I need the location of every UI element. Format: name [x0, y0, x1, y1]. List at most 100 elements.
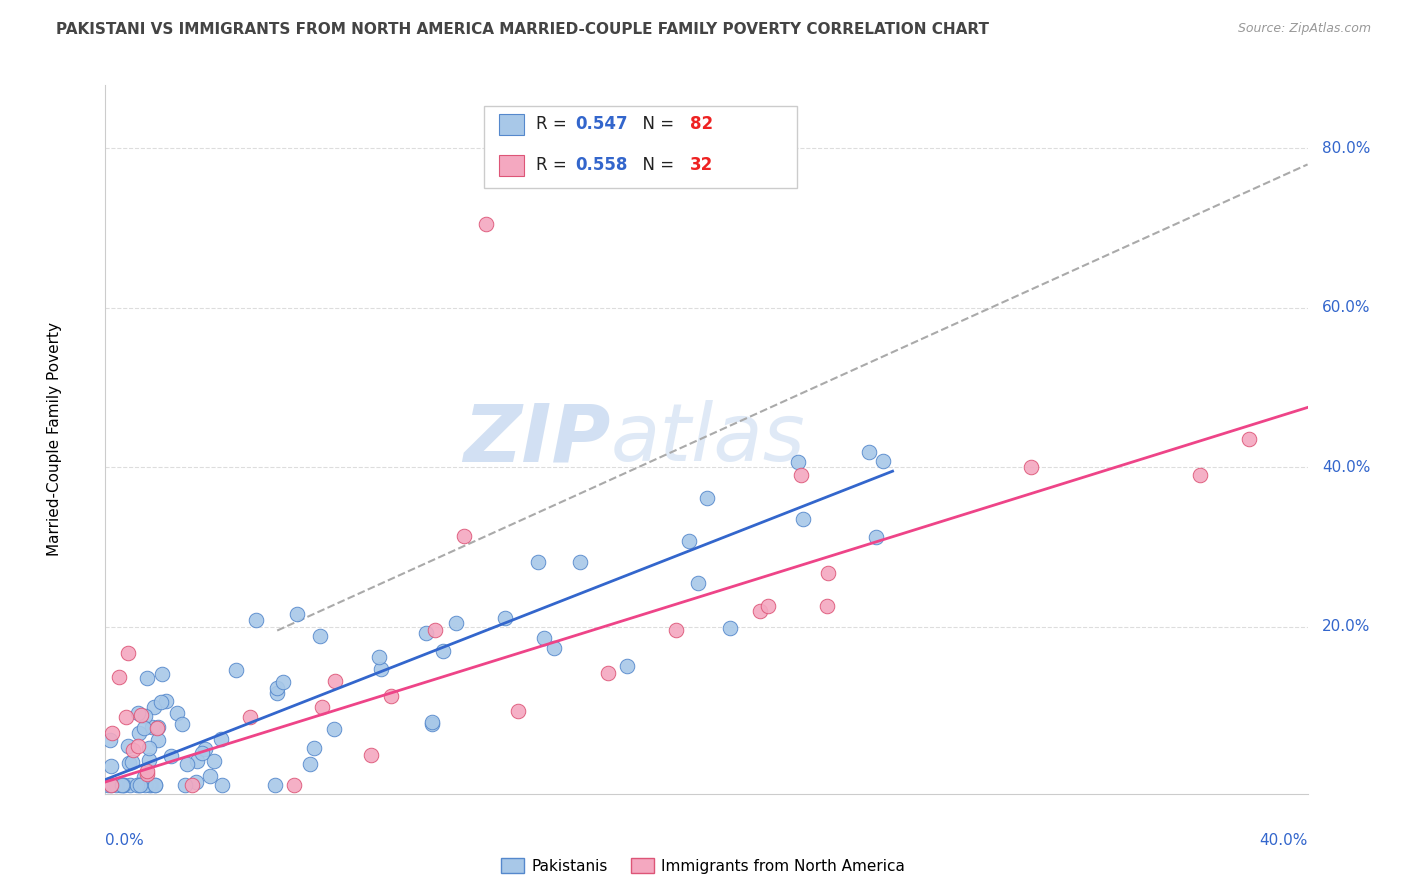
Point [444, 615, 467, 630]
Point [121, 743, 143, 757]
Point [616, 659, 638, 673]
Point [420, 717, 443, 731]
Point [380, 690, 402, 704]
Point [298, 756, 321, 771]
Point [111, 778, 134, 792]
Point [1237, 432, 1260, 446]
Point [415, 626, 437, 640]
Point [155, 694, 177, 708]
Point [1019, 459, 1042, 474]
Point [138, 754, 160, 768]
Point [143, 778, 166, 792]
Point [128, 726, 150, 740]
Point [160, 749, 183, 764]
Point [100, 778, 122, 792]
Text: 0.558: 0.558 [575, 156, 628, 174]
Point [198, 769, 221, 783]
Point [172, 717, 194, 731]
Point [285, 607, 308, 622]
Point [533, 631, 555, 645]
Point [194, 741, 217, 756]
Text: 0.547: 0.547 [575, 115, 628, 134]
Point [678, 534, 700, 549]
Point [128, 778, 150, 792]
Point [225, 663, 247, 677]
Text: 82: 82 [690, 115, 713, 134]
Legend: Pakistanis, Immigrants from North America: Pakistanis, Immigrants from North Americ… [495, 852, 911, 880]
Point [146, 721, 169, 735]
Point [872, 454, 894, 468]
Point [453, 529, 475, 543]
Point [543, 641, 565, 656]
Point [283, 778, 305, 792]
FancyBboxPatch shape [484, 106, 797, 187]
Point [139, 778, 162, 792]
Bar [499, 154, 524, 176]
Point [148, 720, 170, 734]
Point [815, 599, 838, 614]
Point [138, 778, 160, 792]
Text: Source: ZipAtlas.com: Source: ZipAtlas.com [1237, 22, 1371, 36]
Text: R =: R = [536, 115, 572, 134]
Point [598, 666, 620, 681]
Point [245, 614, 267, 628]
Point [127, 739, 149, 753]
Point [756, 599, 779, 613]
Point [494, 611, 516, 625]
Point [141, 719, 163, 733]
Point [360, 748, 382, 763]
Point [180, 778, 202, 792]
Point [100, 778, 122, 792]
Point [367, 650, 389, 665]
Point [108, 778, 131, 792]
Point [569, 556, 592, 570]
Point [129, 708, 152, 723]
Point [211, 778, 233, 792]
Point [475, 217, 498, 231]
Point [718, 621, 741, 635]
Point [148, 733, 170, 747]
Text: PAKISTANI VS IMMIGRANTS FROM NORTH AMERICA MARRIED-COUPLE FAMILY POVERTY CORRELA: PAKISTANI VS IMMIGRANTS FROM NORTH AMERI… [56, 22, 990, 37]
Point [688, 575, 710, 590]
Point [273, 674, 295, 689]
Point [132, 721, 155, 735]
Point [134, 709, 156, 723]
Bar [499, 113, 524, 135]
Point [858, 445, 880, 459]
Point [790, 467, 813, 482]
Point [100, 758, 122, 772]
Text: 60.0%: 60.0% [1322, 301, 1371, 316]
Text: 0.0%: 0.0% [105, 833, 145, 848]
Point [166, 706, 188, 720]
Point [104, 778, 127, 792]
Point [239, 709, 262, 723]
Point [97, 778, 120, 792]
Point [117, 739, 139, 753]
Text: 40.0%: 40.0% [1260, 833, 1308, 848]
Point [370, 662, 392, 676]
Point [149, 695, 172, 709]
Point [266, 681, 288, 695]
Point [865, 530, 887, 544]
Point [118, 778, 141, 792]
Text: R =: R = [536, 156, 572, 174]
Text: atlas: atlas [610, 401, 806, 478]
Point [191, 746, 214, 760]
Point [323, 673, 346, 688]
Point [432, 644, 454, 658]
Point [117, 756, 139, 770]
Point [143, 778, 166, 792]
Point [125, 778, 148, 792]
Point [420, 715, 443, 730]
Text: 80.0%: 80.0% [1322, 141, 1371, 156]
Point [186, 754, 208, 768]
Point [302, 741, 325, 756]
Point [142, 700, 165, 714]
Text: ZIP: ZIP [463, 401, 610, 478]
Point [134, 778, 156, 792]
Text: N =: N = [631, 115, 679, 134]
Point [132, 770, 155, 784]
Point [309, 629, 332, 643]
Point [176, 756, 198, 771]
Point [138, 741, 160, 756]
